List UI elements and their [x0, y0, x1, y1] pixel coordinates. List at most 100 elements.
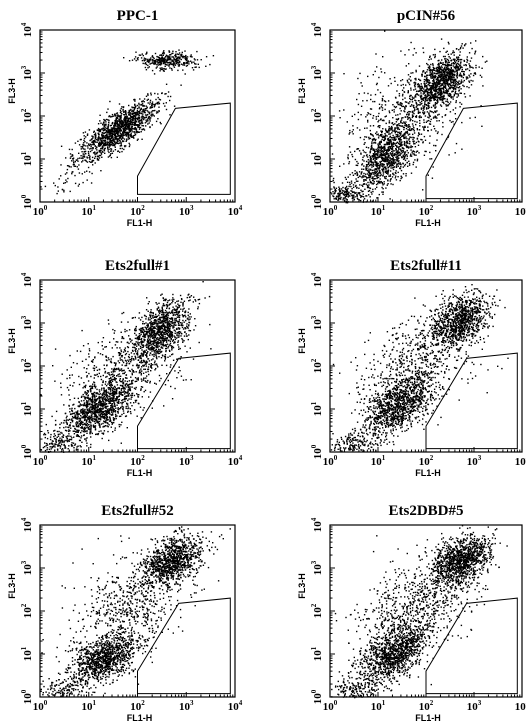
- scatter-point: [362, 149, 364, 151]
- scatter-point: [77, 421, 79, 424]
- scatter-point: [147, 379, 149, 382]
- scatter-point: [420, 100, 423, 102]
- scatter-point: [409, 111, 411, 113]
- scatter-point: [405, 132, 407, 134]
- scatter-point: [367, 185, 369, 188]
- scatter-point: [430, 96, 432, 98]
- scatter-point: [429, 73, 431, 76]
- scatter-point: [452, 87, 454, 89]
- scatter-point: [444, 92, 446, 94]
- scatter-point: [452, 70, 454, 72]
- scatter-point: [145, 125, 147, 127]
- scatter-point: [183, 64, 185, 66]
- scatter-point: [84, 131, 87, 133]
- scatter-point: [434, 115, 436, 117]
- scatter-point: [374, 175, 376, 177]
- scatter-point: [424, 105, 426, 107]
- scatter-point: [117, 114, 119, 116]
- scatter-point: [68, 426, 70, 429]
- scatter-point: [116, 141, 118, 143]
- scatter-point: [431, 93, 433, 96]
- scatter-point: [123, 57, 125, 59]
- scatter-point: [392, 117, 394, 119]
- scatter-point: [107, 128, 109, 130]
- scatter-point: [362, 190, 364, 192]
- scatter-point: [396, 145, 398, 147]
- scatter-point: [431, 95, 433, 97]
- scatter-point: [376, 131, 378, 133]
- scatter-point: [86, 156, 88, 158]
- scatter-point: [140, 104, 142, 106]
- scatter-point: [367, 176, 370, 179]
- scatter-point: [461, 148, 463, 150]
- scatter-point: [383, 136, 386, 138]
- scatter-point: [119, 132, 121, 134]
- scatter-point: [105, 136, 107, 138]
- scatter-point: [397, 142, 400, 145]
- scatter-point: [131, 117, 133, 119]
- scatter-point: [365, 155, 368, 157]
- scatter-point: [463, 85, 465, 88]
- scatter-point: [390, 167, 392, 169]
- scatter-point: [104, 142, 106, 144]
- scatter-point: [406, 137, 408, 140]
- scatter-point: [342, 199, 344, 201]
- scatter-point: [357, 198, 359, 200]
- scatter-point: [430, 110, 432, 113]
- scatter-point: [411, 116, 414, 119]
- scatter-point: [133, 123, 135, 126]
- scatter-point: [149, 126, 151, 128]
- scatter-point: [452, 52, 454, 54]
- scatter-point: [389, 170, 392, 172]
- scatter-point: [178, 49, 180, 51]
- scatter-point: [424, 94, 426, 96]
- scatter-point: [341, 190, 344, 192]
- scatter-point: [462, 76, 464, 79]
- scatter-point: [379, 107, 381, 109]
- scatter-point: [430, 75, 432, 78]
- scatter-point: [423, 128, 425, 130]
- scatter-point: [439, 85, 441, 87]
- scatter-point: [354, 192, 356, 194]
- scatter-point: [394, 123, 396, 125]
- scatter-point: [383, 100, 386, 102]
- scatter-point: [122, 125, 124, 127]
- scatter-point: [123, 117, 126, 119]
- scatter-point: [130, 135, 132, 137]
- scatter-point: [146, 114, 148, 116]
- scatter-point: [349, 173, 351, 176]
- scatter-point: [117, 133, 119, 135]
- scatter-point: [429, 95, 432, 97]
- panel-2: pCIN#56100101102103104100101102103104FL1…: [297, 8, 526, 228]
- scatter-point: [445, 103, 447, 106]
- scatter-point: [462, 70, 464, 73]
- scatter-point: [161, 67, 163, 69]
- scatter-point: [452, 65, 455, 67]
- scatter-point: [413, 153, 415, 155]
- scatter-point: [436, 84, 439, 86]
- scatter-point: [420, 103, 422, 105]
- scatter-point: [383, 149, 386, 151]
- scatter-point: [81, 145, 84, 148]
- scatter-point: [384, 116, 386, 118]
- scatter-point: [100, 170, 102, 172]
- scatter-point: [129, 117, 132, 119]
- scatter-point: [372, 138, 374, 140]
- scatter-point: [140, 131, 142, 133]
- scatter-point: [95, 146, 98, 148]
- scatter-point: [123, 127, 125, 129]
- scatter-point: [122, 110, 124, 112]
- scatter-point: [94, 425, 97, 427]
- scatter-point: [59, 427, 61, 429]
- scatter-point: [391, 158, 393, 161]
- scatter-point: [185, 56, 187, 58]
- scatter-point: [104, 123, 106, 126]
- scatter-point: [406, 114, 408, 116]
- scatter-point: [430, 72, 433, 74]
- scatter-point: [424, 126, 426, 128]
- scatter-point: [425, 96, 427, 99]
- scatter-point: [390, 82, 392, 85]
- scatter-point: [361, 85, 363, 87]
- scatter-point: [140, 122, 143, 124]
- scatter-point: [147, 118, 149, 120]
